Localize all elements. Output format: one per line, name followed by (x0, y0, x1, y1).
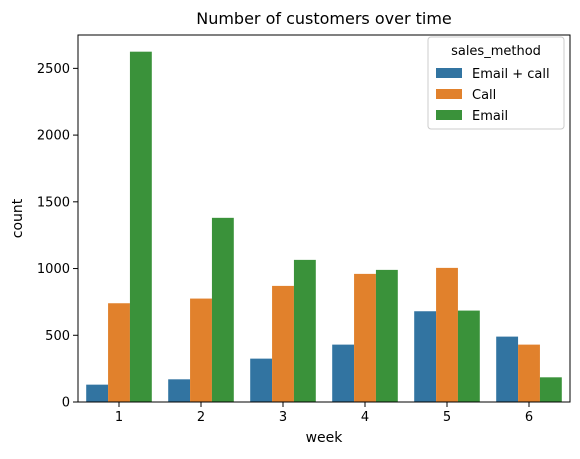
x-tick-label: 5 (443, 410, 451, 425)
x-tick-label: 3 (279, 410, 287, 425)
bar-week-1-email (129, 51, 152, 402)
legend: sales_method Email + call Call Email (427, 36, 565, 130)
legend-swatch (436, 89, 462, 99)
x-tick-label: 2 (197, 410, 205, 425)
legend-items: Email + call Call Email (436, 67, 550, 124)
x-tick-label: 1 (115, 410, 123, 425)
plot-frame (77, 34, 571, 403)
x-tick-label: 6 (525, 410, 533, 425)
bar-week-2-email-call (168, 379, 191, 402)
bar-week-1-call (108, 303, 130, 402)
bar-week-6-email (539, 377, 562, 402)
legend-title: sales_method (451, 44, 541, 59)
legend-box (427, 36, 565, 130)
x-axis: 1 2 3 4 5 6 (115, 402, 533, 425)
bar-week-3-call (272, 285, 294, 402)
y-tick-label: 1000 (37, 262, 70, 277)
legend-label: Email (472, 109, 508, 124)
y-tick-label: 2500 (37, 62, 70, 77)
bar-week-4-email-call (332, 344, 355, 402)
bar-week-2-email (211, 217, 234, 402)
x-axis-label: week (306, 430, 344, 446)
bar-week-6-email-call (496, 336, 519, 402)
bar-week-1-email-call (86, 384, 109, 402)
y-tick-label: 1500 (37, 195, 70, 210)
chart-title: Number of customers over time (196, 9, 452, 28)
legend-label: Call (472, 88, 496, 103)
legend-label: Email + call (472, 67, 550, 82)
bar-week-5-call (436, 267, 458, 402)
legend-swatch (436, 110, 462, 120)
y-tick-label: 0 (62, 396, 70, 411)
bar-week-4-call (354, 273, 376, 402)
bars-group (86, 51, 562, 402)
bar-week-3-email-call (250, 358, 273, 402)
bar-week-5-email-call (414, 311, 437, 402)
bar-week-2-call (190, 298, 212, 402)
bar-week-4-email (375, 269, 398, 402)
legend-swatch (436, 68, 462, 78)
y-axis-label: count (10, 198, 26, 238)
y-tick-label: 2000 (37, 129, 70, 144)
bar-week-5-email (457, 310, 480, 402)
bar-week-3-email (293, 259, 316, 402)
y-axis: 0 500 1000 1500 2000 2500 (37, 62, 78, 411)
y-tick-label: 500 (45, 329, 70, 344)
bar-week-6-call (518, 344, 540, 402)
x-tick-label: 4 (361, 410, 369, 425)
